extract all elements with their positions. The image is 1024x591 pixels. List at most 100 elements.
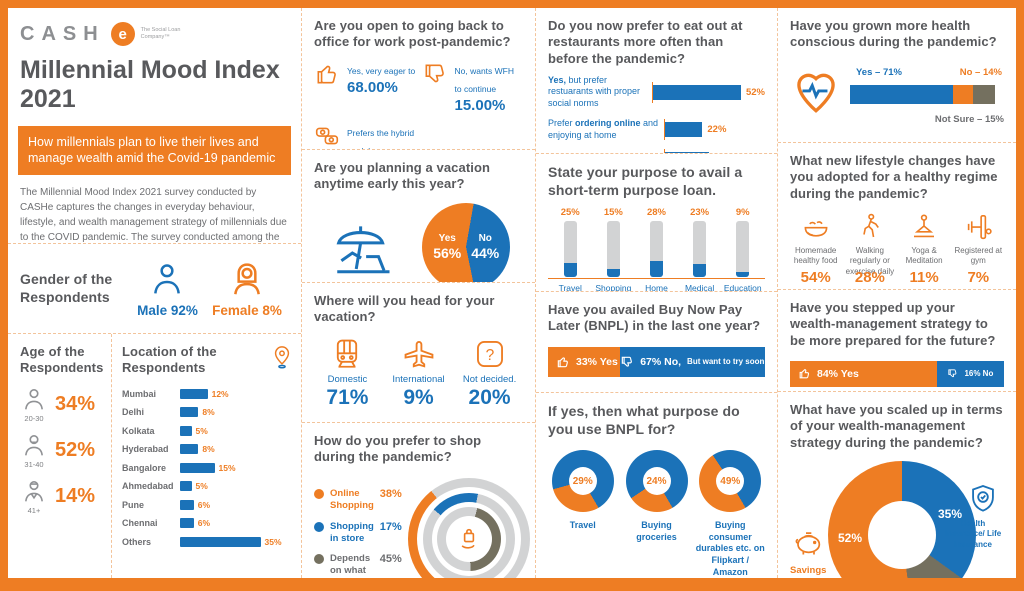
health-notsure-segment	[973, 84, 995, 104]
location-bar	[180, 518, 194, 529]
office-option-label: Prefers the hybrid model.	[347, 127, 415, 150]
health-no-label: No – 14%	[959, 66, 1002, 78]
legend-item: Depends on what to buy 45%	[314, 553, 402, 578]
bnpl-bar: 33% Yes 67% No, But want to try soon	[548, 346, 765, 377]
wealth-scale-section: What have you scaled up in terms of your…	[778, 392, 1016, 578]
bnpl-section: Have you availed Buy Now Pay Later (BNPL…	[536, 292, 777, 393]
wealth-step-yes-segment: 84% Yes	[790, 360, 937, 387]
vacation-pie: Yes 56% No 44%	[422, 202, 511, 282]
legend-dot	[314, 554, 324, 565]
heart-pulse-icon	[797, 73, 835, 113]
bnpl-donut-item: 29% Travel	[548, 450, 617, 578]
lifestyle-item: Walking regularly or exercise daily 28%	[844, 212, 895, 286]
bnpl-donut-item: 24% Buying groceries	[622, 450, 691, 578]
header-section: CASH e The Social Loan Company™ Millenni…	[8, 8, 301, 244]
age-value: 52%	[55, 438, 96, 461]
male-label: Male 92%	[137, 302, 198, 318]
page-title: Millennial Mood Index 2021	[20, 56, 280, 113]
loan-bar-item: 28% Home Renovation	[645, 207, 668, 292]
location-bar	[180, 462, 215, 473]
age-value: 34%	[55, 392, 96, 415]
loan-bar-item: 15% Shopping	[595, 207, 632, 292]
location-title: Location of the Respondents	[122, 344, 217, 376]
location-row: Others 35%	[122, 536, 282, 547]
healthy-food-icon	[804, 220, 828, 237]
shopping-section: How do you prefer to shop during the pan…	[302, 423, 535, 578]
office-option: No, wants WFH to continue 15.00%	[422, 61, 524, 115]
vacation-destination-title: Where will you head for your vacation?	[314, 293, 495, 325]
loan-title: State your purpose to avail a short-term…	[548, 164, 743, 198]
vacation-plan-section: Are you planning a vacation anytime earl…	[302, 150, 535, 283]
destination-option: ? Not decided. 20%	[456, 336, 523, 410]
location-row: Hyderabad 8%	[122, 444, 215, 455]
office-option-label: Yes, very eager to	[347, 65, 416, 76]
hand-bag-icon	[408, 478, 530, 579]
age-row: 41+ 14%	[20, 478, 105, 515]
age-title: Age of the Respondents	[20, 344, 104, 376]
location-bar	[180, 481, 192, 492]
brand-logo: CASH e The Social Loan Company™	[20, 22, 289, 46]
office-option-value: 15.00%	[454, 96, 506, 114]
office-title: Are you open to going back to office for…	[314, 18, 511, 50]
bnpl-donut: 49%	[699, 450, 762, 512]
pie-no-label: No 44%	[471, 232, 500, 262]
male-icon	[154, 263, 181, 294]
eatout-row: Yes, but prefer restuarants with proper …	[548, 74, 765, 109]
insurance-shield-icon	[972, 484, 994, 512]
column-spending: Do you now prefer to eat out at restaura…	[536, 8, 778, 578]
destination-option: Domestic 71%	[314, 336, 381, 410]
destination-value: 9%	[403, 385, 434, 409]
vacation-plan-title: Are you planning a vacation anytime earl…	[314, 160, 491, 192]
loan-bar-fill	[563, 263, 577, 277]
wealth-step-bar: 84% Yes 16% No	[790, 360, 1004, 387]
health-title: Have you grown more health conscious dur…	[790, 18, 997, 50]
beach-icon	[336, 225, 390, 273]
age-row: 31-40 52%	[20, 432, 105, 469]
brand-tagline: The Social Loan Company™	[140, 26, 181, 40]
loan-bar-item: 25% Travel	[558, 207, 582, 292]
location-row: Kolkata 5%	[122, 425, 208, 436]
thumbs-up-icon	[314, 61, 340, 87]
question-mark-icon: ?	[476, 340, 503, 367]
wealth-donut	[828, 460, 976, 578]
bnpl-title: Have you availed Buy Now Pay Later (BNPL…	[548, 302, 761, 334]
thumbs-down-icon	[621, 356, 633, 367]
health-section: Have you grown more health conscious dur…	[778, 8, 1016, 143]
health-notsure-label: Not Sure – 15%	[934, 113, 1004, 125]
destination-label: International	[392, 373, 445, 385]
pie-yes-label: Yes 56%	[433, 232, 462, 262]
eatout-section: Do you now prefer to eat out at restaura…	[536, 8, 777, 154]
piggy-bank-icon	[795, 532, 821, 555]
legend-dot	[314, 521, 324, 532]
lifestyle-item: Yoga & Meditation 11%	[898, 212, 949, 286]
location-pin-icon	[274, 346, 290, 369]
eatout-title: Do you now prefer to eat out at restaura…	[548, 18, 743, 66]
bnpl-donut: 24%	[625, 450, 688, 512]
location-bar	[180, 444, 199, 455]
location-row: Ahmedabad 5%	[122, 481, 208, 492]
column-work-vacation: Are you open to going back to office for…	[302, 8, 536, 578]
wealth-step-section: Have you stepped up your wealth-manageme…	[778, 290, 1016, 392]
insurance-pct: 35%	[938, 506, 963, 521]
loan-bar-item: 23% Medical Emergency	[684, 207, 715, 292]
lifestyle-item: Registered at gym 7%	[953, 212, 1004, 286]
thumbs-down-icon	[422, 61, 448, 87]
health-stacked-bar	[850, 84, 995, 104]
eatout-bar	[665, 122, 703, 137]
destination-value: 71%	[326, 385, 369, 409]
column-health-wealth: Have you grown more health conscious dur…	[778, 8, 1016, 578]
adult-person-icon: 31-40	[20, 432, 48, 469]
office-option-value: 68.00%	[347, 78, 398, 96]
thumbs-up-icon	[799, 369, 810, 379]
bnpl-donuts: 29% Travel 24% Buying groceries 49% Buyi…	[548, 450, 765, 578]
loan-bar-item: 9% Education	[723, 207, 762, 292]
age-block: Age of the Respondents 20-30 34% 31-40 5…	[8, 334, 112, 578]
bnpl-yes-segment: 33% Yes	[548, 346, 620, 377]
column-intro: CASH e The Social Loan Company™ Millenni…	[8, 8, 302, 578]
location-chart: Mumbai 12% Delhi 8% Kolkata 5% Hyderabad 8% …	[122, 385, 293, 552]
train-icon	[337, 339, 358, 368]
bnpl-no-segment: 67% No, But want to try soon	[619, 346, 765, 377]
location-row: Delhi 8%	[122, 407, 215, 418]
destination-value: 20%	[468, 385, 511, 409]
